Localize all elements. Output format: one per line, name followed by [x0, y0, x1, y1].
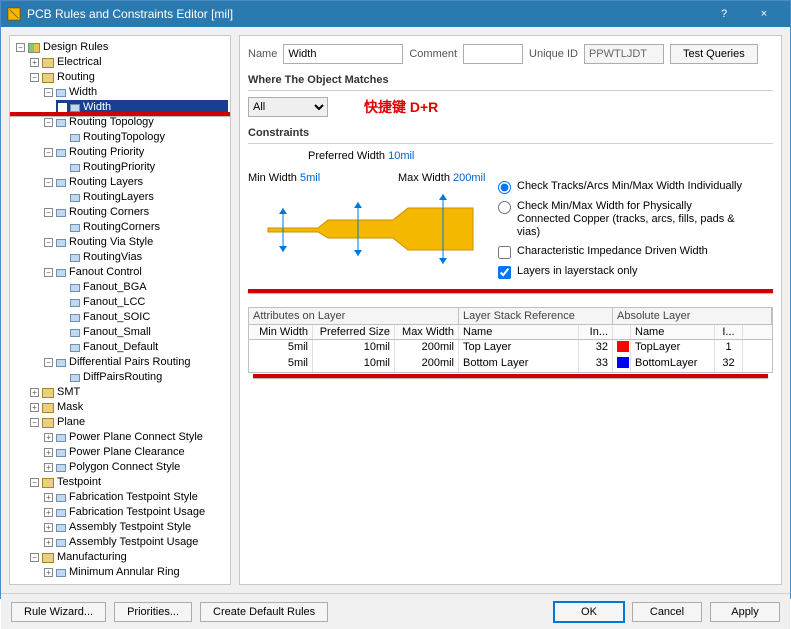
rule-wizard-button[interactable]: Rule Wizard...: [11, 602, 106, 622]
table-row[interactable]: 5mil10mil200milTop Layer32TopLayer1: [249, 340, 772, 356]
tree-ats[interactable]: +Assembly Testpoint Style: [42, 520, 228, 535]
window: PCB Rules and Constraints Editor [mil] ?…: [0, 0, 791, 599]
tree-rvia-leaf[interactable]: RoutingVias: [56, 250, 228, 265]
tree-diff-leaf[interactable]: DiffPairsRouting: [56, 370, 228, 385]
checkbox-impedance[interactable]: [498, 246, 511, 259]
match-row: All 快捷键 D+R: [248, 97, 773, 117]
checkbox-layerstack[interactable]: [498, 266, 511, 279]
table-section-stack: Layer Stack Reference: [459, 308, 613, 324]
tree-diff[interactable]: −Differential Pairs Routing: [42, 355, 228, 370]
test-queries-button[interactable]: Test Queries: [670, 44, 758, 64]
table-section-abs: Absolute Layer: [613, 308, 772, 324]
tree-poly[interactable]: +Polygon Connect Style: [42, 460, 228, 475]
match-label: Where The Object Matches: [248, 74, 773, 86]
tree-fts[interactable]: +Fabrication Testpoint Style: [42, 490, 228, 505]
radio-individual[interactable]: [498, 181, 511, 194]
tree-routing[interactable]: −Routing: [28, 70, 228, 85]
match-select[interactable]: All: [248, 97, 328, 117]
tree-f-soic[interactable]: Fanout_SOIC: [56, 310, 228, 325]
tree-f-bga[interactable]: Fanout_BGA: [56, 280, 228, 295]
table-body: 5mil10mil200milTop Layer32TopLayer15mil1…: [249, 340, 772, 372]
name-row: Name Comment Unique ID Test Queries: [248, 44, 773, 64]
name-input[interactable]: [283, 44, 403, 64]
constraints-label: Constraints: [248, 127, 773, 139]
tree-rvia[interactable]: −Routing Via Style: [42, 235, 228, 250]
ok-button[interactable]: OK: [554, 602, 624, 622]
uid-label: Unique ID: [529, 48, 578, 60]
tree-mar[interactable]: +Minimum Annular Ring: [42, 565, 228, 580]
priorities-button[interactable]: Priorities...: [114, 602, 192, 622]
tree-mask[interactable]: +Mask: [28, 400, 228, 415]
col-aidx[interactable]: I...: [715, 325, 743, 339]
col-min[interactable]: Min Width: [249, 325, 313, 339]
tree-root[interactable]: −Design Rules: [14, 40, 228, 55]
col-swatch: [613, 325, 631, 339]
close-button[interactable]: ×: [744, 1, 784, 27]
col-aname[interactable]: Name: [631, 325, 715, 339]
tree-rtop-leaf[interactable]: RoutingTopology: [56, 130, 228, 145]
tree-testpoint[interactable]: −Testpoint: [28, 475, 228, 490]
app-icon: [7, 7, 21, 21]
divider: [248, 90, 773, 91]
name-label: Name: [248, 48, 277, 60]
layer-table: Attributes on Layer Layer Stack Referenc…: [248, 307, 773, 373]
help-button[interactable]: ?: [704, 1, 744, 27]
tree-atu[interactable]: +Assembly Testpoint Usage: [42, 535, 228, 550]
rules-tree[interactable]: −Design Rules +Electrical −Routing −Widt…: [9, 35, 231, 585]
shortcut-annotation: 快捷键 D+R: [364, 97, 438, 117]
trace-shape-icon: [248, 188, 488, 278]
tree-width[interactable]: −Width: [42, 85, 228, 100]
comment-label: Comment: [409, 48, 457, 60]
tree-mfg[interactable]: −Manufacturing: [28, 550, 228, 565]
create-default-rules-button[interactable]: Create Default Rules: [200, 602, 328, 622]
tree-rlay[interactable]: −Routing Layers: [42, 175, 228, 190]
tree-f-small[interactable]: Fanout_Small: [56, 325, 228, 340]
cancel-button[interactable]: Cancel: [632, 602, 702, 622]
divider: [248, 143, 773, 144]
constraints-area: Preferred Width 10mil Min Width 5mil Max…: [248, 150, 773, 285]
tree-smt[interactable]: +SMT: [28, 385, 228, 400]
tree-electrical[interactable]: +Electrical: [28, 55, 228, 70]
width-diagram: Preferred Width 10mil Min Width 5mil Max…: [248, 150, 488, 280]
body: −Design Rules +Electrical −Routing −Widt…: [1, 27, 790, 593]
table-row[interactable]: 5mil10mil200milBottom Layer33BottomLayer…: [249, 356, 772, 372]
tree-f-lcc[interactable]: Fanout_LCC: [56, 295, 228, 310]
tree-ppc[interactable]: +Power Plane Connect Style: [42, 430, 228, 445]
client-area: −Design Rules +Electrical −Routing −Widt…: [1, 27, 790, 629]
tree-rcor-leaf[interactable]: RoutingCorners: [56, 220, 228, 235]
tree-rcor[interactable]: −Routing Corners: [42, 205, 228, 220]
window-title: PCB Rules and Constraints Editor [mil]: [27, 7, 704, 21]
highlight-rule: [248, 289, 773, 293]
uid-input: [584, 44, 664, 64]
tree-fanout[interactable]: −Fanout Control: [42, 265, 228, 280]
tree-plane[interactable]: −Plane: [28, 415, 228, 430]
col-idx[interactable]: In...: [579, 325, 613, 339]
tree-rtop[interactable]: −Routing Topology: [42, 115, 228, 130]
col-pref[interactable]: Preferred Size: [313, 325, 395, 339]
check-options: Check Tracks/Arcs Min/Max Width Individu…: [498, 150, 773, 285]
tree-ftu[interactable]: +Fabrication Testpoint Usage: [42, 505, 228, 520]
comment-input[interactable]: [463, 44, 523, 64]
col-max[interactable]: Max Width: [395, 325, 459, 339]
table-section-attrs: Attributes on Layer: [249, 308, 459, 324]
apply-button[interactable]: Apply: [710, 602, 780, 622]
tree-rlay-leaf[interactable]: RoutingLayers: [56, 190, 228, 205]
radio-physical[interactable]: [498, 201, 511, 214]
titlebar: PCB Rules and Constraints Editor [mil] ?…: [1, 1, 790, 27]
footer: Rule Wizard... Priorities... Create Defa…: [1, 593, 790, 629]
highlight-rule: [253, 374, 768, 378]
col-name[interactable]: Name: [459, 325, 579, 339]
tree-f-def[interactable]: Fanout_Default: [56, 340, 228, 355]
tree-ppcl[interactable]: +Power Plane Clearance: [42, 445, 228, 460]
rule-editor: Name Comment Unique ID Test Queries Wher…: [239, 35, 782, 585]
tree-rprio[interactable]: −Routing Priority: [42, 145, 228, 160]
tree-rprio-leaf[interactable]: RoutingPriority: [56, 160, 228, 175]
